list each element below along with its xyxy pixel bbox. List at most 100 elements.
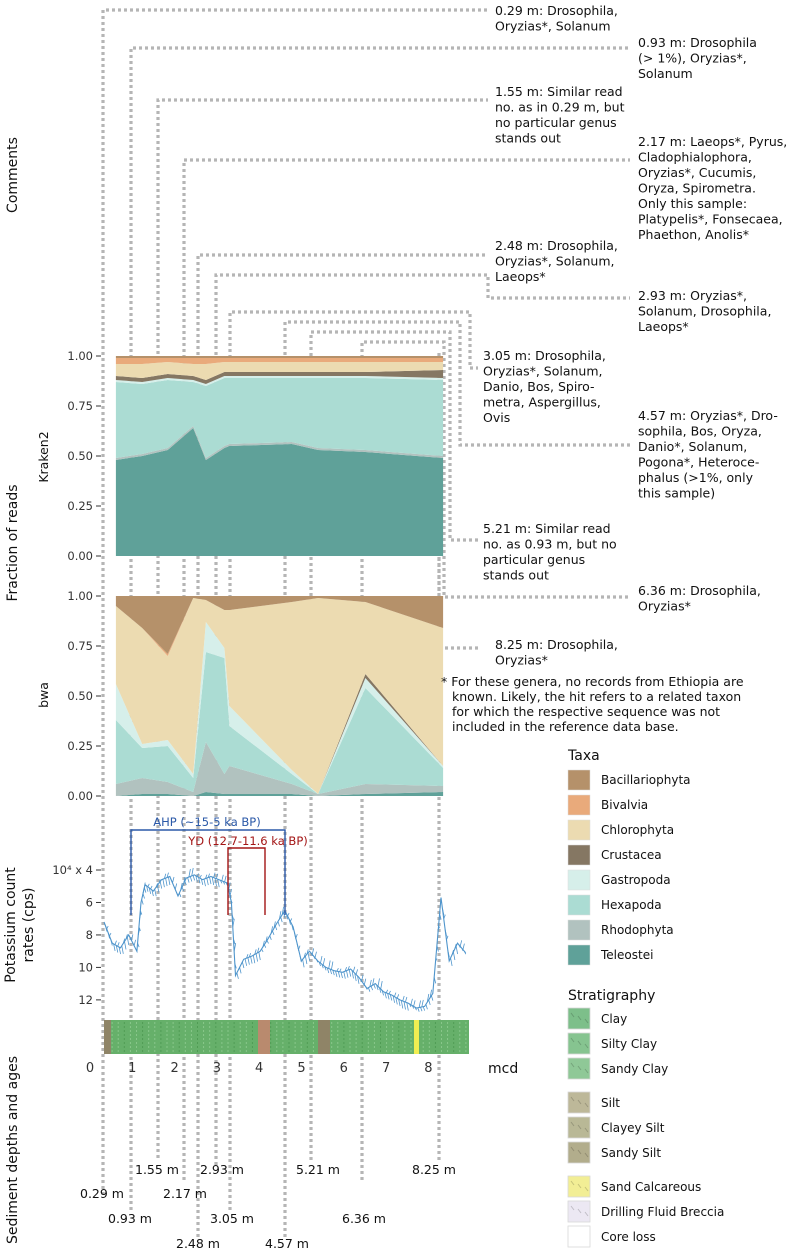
comment-line: Ovis [483, 410, 510, 425]
potassium-ytick-label: 8 [86, 928, 93, 942]
kraken-ytick-label: 0.75 [67, 399, 93, 413]
footnote-line: included in the reference data base. [452, 719, 679, 734]
depth-label: 4.57 m [265, 1236, 309, 1251]
legend-swatch-strat [567, 1032, 591, 1055]
comment-line: Cladophialophora, [638, 150, 752, 165]
legend-item-bivalvia: Bivalvia [601, 798, 648, 812]
depth-labels: 0.29 m 0.93 m 1.55 m 2.17 m 2.48 m 2.93 m 3.05… [80, 1162, 456, 1251]
comment-line: 2.93 m: Oryzias*, [638, 288, 747, 303]
depth-label: 3.05 m [210, 1211, 254, 1226]
fraction-ylabel: Fraction of reads [5, 484, 21, 601]
comment-line: Platypelis*, Fonsecaea, [638, 212, 783, 227]
legend-item-strat: Drilling Fluid Breccia [601, 1205, 724, 1219]
comment-line: Oryzias*, Solanum, [483, 364, 603, 379]
strat-xtick-label: 0 [86, 1061, 94, 1076]
bwa-area-rhodophyta [115, 742, 444, 796]
comment-line: 8.25 m: Drosophila, [495, 637, 618, 652]
kraken-ytick-label: 1.00 [67, 349, 93, 363]
depth-label: 8.25 m [412, 1162, 456, 1177]
comment-line: Laeops* [638, 319, 689, 334]
comment-line: Laeops* [495, 269, 546, 284]
comment-line: Oryzias* [495, 653, 548, 668]
depth-label: 1.55 m [135, 1162, 179, 1177]
strat-silt-layer [104, 1020, 111, 1054]
legend-swatch-texture [584, 1018, 589, 1024]
period-annotations: AHP (~15-5 ka BP) YD (12.7-11.6 ka BP) [153, 815, 307, 848]
legend-swatch-chlorophyta [567, 819, 591, 841]
comment-line: 2.48 m: Drosophila, [495, 238, 618, 253]
legend-item-crustacea: Crustacea [601, 848, 662, 862]
bwa-area-chlorophyta [115, 598, 444, 794]
legend-item-strat: Silty Clay [601, 1037, 657, 1051]
legend-swatch-strat [567, 1200, 591, 1223]
strat-xtick-label: 1 [128, 1061, 136, 1076]
comment-line: particular genus [483, 552, 585, 567]
legend-swatch-crustacea [567, 844, 591, 866]
strat-silt-layer [258, 1020, 270, 1054]
potassium-ylabel-1: Potassium count [3, 867, 19, 983]
legend-swatch-texture [570, 1012, 575, 1018]
legend-swatch-hexapoda [567, 894, 591, 916]
strat-silt-layer [318, 1020, 330, 1054]
comment-line: Oryzias* [638, 599, 691, 614]
comment-line: stands out [483, 568, 549, 583]
depth-label: 6.36 m [342, 1211, 386, 1226]
legend-item-strat: Sand Calcareous [601, 1180, 701, 1194]
ahp-bracket [130, 829, 286, 915]
comment-line: Danio, Bos, Spiro- [483, 379, 595, 394]
comment-line: Solanum, Drosophila, [638, 304, 771, 319]
comment-line: Only this sample: [638, 196, 747, 211]
legend-swatch-teleostei [567, 944, 591, 966]
legend-taxa-title: Taxa [567, 748, 600, 764]
legend-swatch-texture [584, 1068, 589, 1074]
kraken-area-crustacea [115, 370, 444, 384]
depth-label: 2.17 m [163, 1186, 207, 1201]
mcd-label: mcd [488, 1061, 518, 1077]
comment-line: stands out [495, 131, 561, 146]
bwa-ytick-label: 1.00 [67, 589, 93, 603]
legend-swatch-texture [577, 1149, 582, 1155]
bwa-ytick-label: 0.25 [67, 739, 93, 753]
legend-swatch-gastropoda [567, 869, 591, 891]
bwa-ytick-label: 0.75 [67, 639, 93, 653]
strat-xtick-label: 4 [255, 1061, 263, 1076]
legend-swatch-texture [577, 1183, 582, 1189]
comment-line: Danio*, Solanum, [638, 439, 747, 454]
legend-swatch-bivalvia [567, 794, 591, 816]
comment-line: Oryza, Spirometra. [638, 181, 756, 196]
comment-line: Oryzias*, Solanum, [495, 254, 615, 269]
bwa-panel-label: bwa [36, 682, 51, 708]
comment-line: Phaethon, Anolis* [638, 227, 749, 242]
legend-swatch-strat [567, 1091, 591, 1114]
bwa-ytick-label: 0.00 [67, 789, 93, 803]
strat-xtick-label: 7 [382, 1061, 390, 1076]
potassium-ylabel-2: rates (cps) [21, 888, 37, 963]
depth-label: 5.21 m [296, 1162, 340, 1177]
kraken-chart: 0.00 0.25 0.50 0.75 1.00 [67, 349, 444, 563]
comment-line: 4.57 m: Oryzias*, Dro- [638, 408, 778, 423]
comment-line: phalus (>1%, only [638, 470, 754, 485]
legend-item-gastropoda: Gastropoda [601, 873, 671, 887]
comment-line: 2.17 m: Laeops*, Pyrus, [638, 134, 787, 149]
kraken-ytick-label: 0.50 [67, 449, 93, 463]
kraken-area-bacillariophyta [115, 356, 444, 358]
footnote-line: for which the respective sequence was no… [452, 704, 720, 719]
comment-line: no. as 0.93 m, but no [483, 537, 617, 552]
footnote: * For these genera, no records from Ethi… [441, 674, 744, 734]
comment-line: 3.05 m: Drosophila, [483, 348, 606, 363]
legend-swatch-texture [584, 1102, 589, 1108]
legend-swatch-texture [584, 1127, 589, 1133]
legend-swatch-strat [567, 1141, 591, 1164]
legend-swatch-texture [570, 1062, 575, 1068]
legend-swatch-texture [570, 1205, 575, 1211]
comment-line: 6.36 m: Drosophila, [638, 583, 761, 598]
comment-line: sophila, Bos, Oryza, [638, 424, 762, 439]
legend-swatch-texture [584, 1152, 589, 1158]
strat-sand-layer [414, 1020, 419, 1054]
kraken-area-chlorophyta [115, 362, 444, 380]
kraken-area-teleostei [115, 428, 444, 556]
legend-swatch-texture [570, 1096, 575, 1102]
comment-line: (> 1%), Oryzias*, [638, 51, 747, 66]
potassium-chart: 10⁴ x 4 6 8 10 12 [52, 829, 467, 1012]
